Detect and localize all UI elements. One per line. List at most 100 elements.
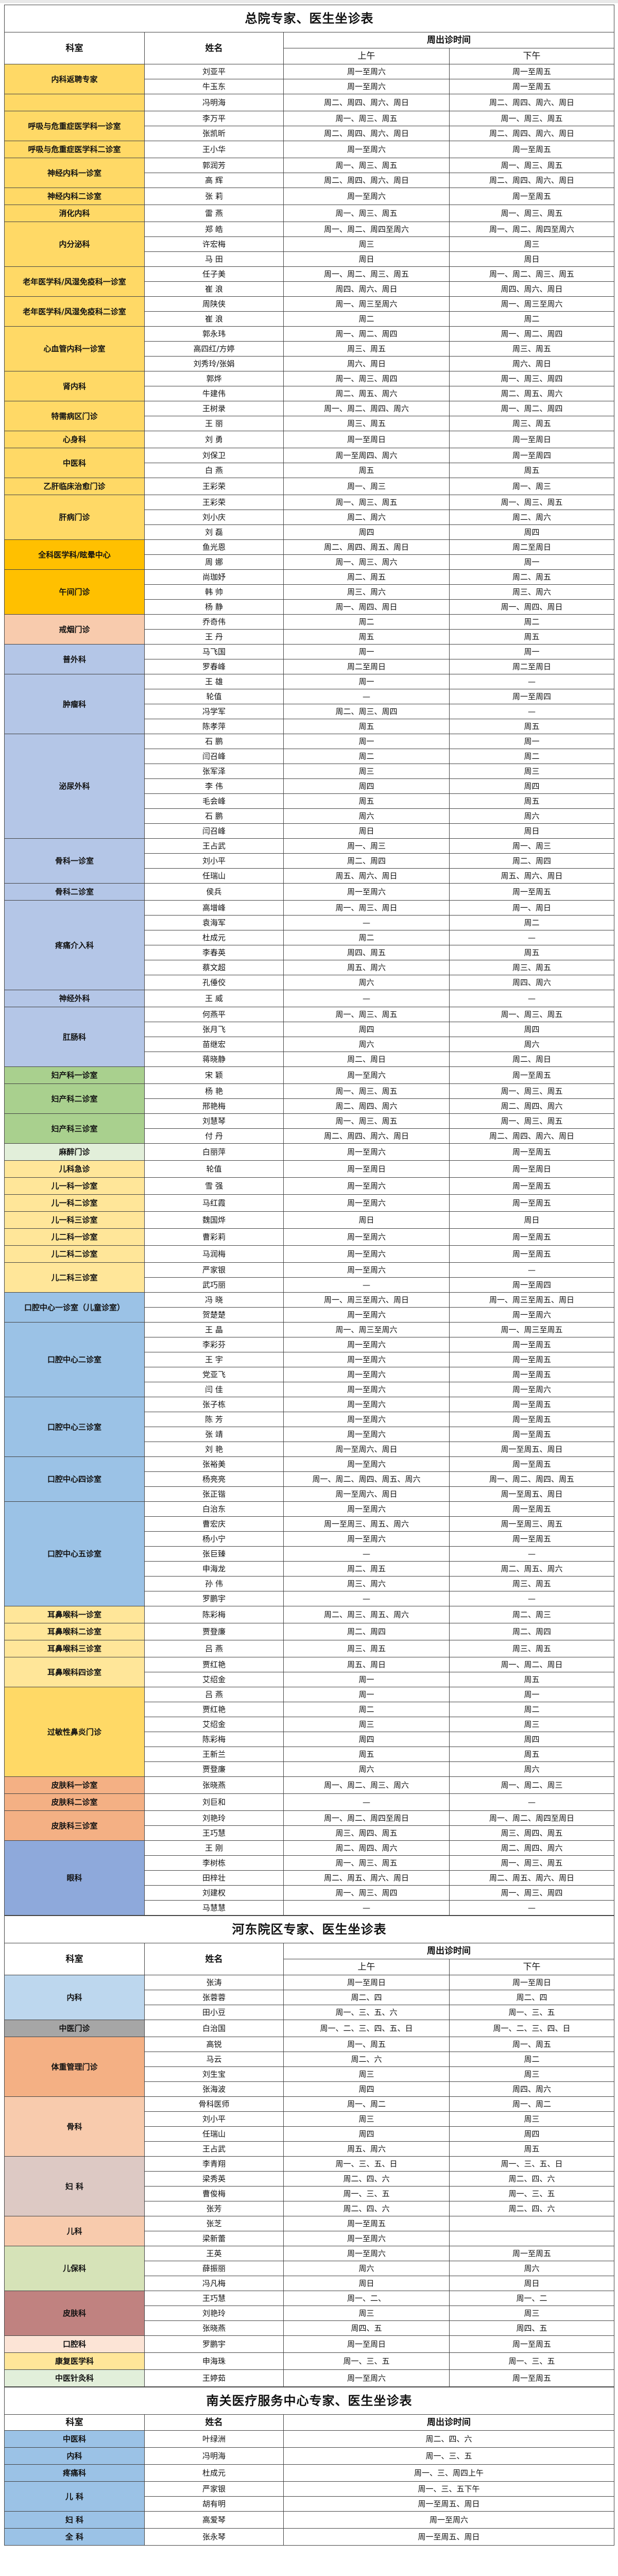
afternoon-schedule: 周四 bbox=[449, 2126, 614, 2142]
afternoon-schedule bbox=[449, 2216, 614, 2231]
table-row: 杨亮亮 周一、周二、周四、周五、周六 周一、周二、周四、周五 bbox=[5, 1471, 614, 1487]
doctor-name: 刘小平 bbox=[144, 853, 284, 869]
afternoon-schedule: 周三 bbox=[449, 2306, 614, 2321]
morning-schedule: 周二、周四 bbox=[283, 853, 450, 869]
afternoon-schedule: 周一、周五 bbox=[449, 2037, 614, 2052]
morning-schedule: 周一、周三、周五 bbox=[283, 1083, 450, 1099]
doctor-name: 牛建伟 bbox=[144, 386, 284, 401]
department-cell: 特需病区门诊 bbox=[4, 401, 145, 431]
afternoon-schedule: 周二、周四 bbox=[449, 853, 614, 869]
afternoon-schedule: 周一至周五 bbox=[449, 141, 614, 158]
afternoon-schedule: 周二 bbox=[449, 749, 614, 764]
table-row: 梁秀英 周二、四、六 周二、四、六 bbox=[5, 2171, 614, 2187]
afternoon-schedule: 周二、周四、周六 bbox=[449, 1098, 614, 1114]
table-row: 老年医学科/风湿免疫科二诊室 周陕侠 周一、周三至周六 周一、周三至周六 bbox=[4, 296, 614, 327]
doctor-name: 冯凡梅 bbox=[144, 2276, 284, 2291]
doctor-name: 杨小宁 bbox=[144, 1531, 284, 1547]
doctor-name: 王 刚 bbox=[144, 1840, 284, 1856]
table-row: 全 科张永琴 周一至周五、周日 bbox=[4, 2528, 614, 2546]
afternoon-schedule: 周一、二、三、四、日 bbox=[449, 2020, 614, 2037]
doctor-name: 王 雄 bbox=[144, 674, 284, 689]
table-row: 耳鼻喉科四诊室 贾红艳 周五、周日 周一、周二、周日 bbox=[4, 1657, 614, 1687]
doctor-name: 轮值 bbox=[144, 1160, 284, 1178]
table-row: 皮肤科二诊室 刘巨和 — — bbox=[4, 1793, 614, 1811]
table-row: 孙 伟周三、周六 周三、周五 bbox=[5, 1576, 614, 1591]
doctor-name: 石 鹏 bbox=[144, 734, 284, 749]
afternoon-schedule: 周二至周日 bbox=[449, 539, 614, 555]
doctor-name: 尚珈妤 bbox=[144, 569, 284, 585]
afternoon-schedule: 周二、周四、周六、周日 bbox=[449, 94, 614, 111]
doctor-name: 王 威 bbox=[144, 990, 284, 1007]
afternoon-schedule: — bbox=[449, 674, 614, 689]
morning-schedule: 周一至周六 bbox=[283, 2231, 450, 2246]
doctor-name: 艾绍金 bbox=[144, 1717, 284, 1732]
afternoon-schedule: 周三、周五 bbox=[449, 1576, 614, 1591]
afternoon-schedule: 周一、周三、周五 bbox=[449, 1113, 614, 1129]
afternoon-schedule: 周四、五 bbox=[449, 2320, 614, 2336]
morning-schedule: 周二、周四 bbox=[283, 1623, 450, 1640]
doctor-name: 梁秀英 bbox=[144, 2171, 284, 2187]
department-cell: 全 科 bbox=[4, 2528, 145, 2546]
afternoon-schedule bbox=[449, 2231, 614, 2246]
doctor-name: 白 燕 bbox=[144, 463, 284, 478]
doctor-name: 冯明海 bbox=[144, 2447, 284, 2465]
header-time: 周出诊时间 bbox=[283, 2414, 614, 2431]
doctor-name: 梁新蕾 bbox=[144, 2231, 284, 2246]
doctor-name: 马飞国 bbox=[144, 644, 284, 659]
morning-schedule: 周一至周六 bbox=[283, 1177, 450, 1195]
afternoon-schedule: 周二 bbox=[449, 1702, 614, 1717]
morning-schedule: 周一至周六 bbox=[283, 1456, 450, 1472]
table-row: 闫召峰 周二 周二 bbox=[5, 749, 614, 764]
department-cell: 口腔科 bbox=[4, 2335, 145, 2353]
department-cell: 妇 科 bbox=[4, 2156, 145, 2216]
table-row: 儿二科一诊室 曹彩莉 周一至周六 周一至周五 bbox=[4, 1228, 614, 1246]
table-row: 罗鹏宇 — — bbox=[5, 1591, 614, 1606]
table-row: 韩 帅周三、周六 周三、周六 bbox=[5, 584, 614, 600]
table-row: 儿二科二诊室 马润梅 周一至周六 周一至周五 bbox=[4, 1245, 614, 1263]
department-cell: 普外科 bbox=[4, 644, 145, 674]
table-row: 泌尿外科石 鹏周一 周一 bbox=[4, 734, 614, 839]
doctor-name: 艾绍金 bbox=[144, 1672, 284, 1687]
afternoon-schedule: — bbox=[449, 930, 614, 945]
doctor-name: 石 鹏 bbox=[144, 808, 284, 824]
morning-schedule: 周一、周三、周四 bbox=[283, 371, 450, 386]
afternoon-schedule: 周一至周四 bbox=[449, 689, 614, 704]
table-row: 疼痛介入科 高增峰 周一、周三、周日 周一、周日 bbox=[4, 900, 614, 990]
morning-schedule: 周一、周二 bbox=[283, 2096, 450, 2112]
doctor-name: 陈 芳 bbox=[144, 1412, 284, 1427]
morning-schedule: 周一、三、五 bbox=[283, 2186, 450, 2201]
header-name: 姓名 bbox=[144, 32, 284, 64]
doctor-name: 高四红/方婷 bbox=[144, 341, 284, 357]
doctor-name: 王英 bbox=[144, 2246, 284, 2261]
doctor-name: 张永琴 bbox=[144, 2528, 284, 2546]
table-row: 呼吸与危重症医学科一诊室 李万平 周一、周三、周五 周一、周三、周五 bbox=[4, 111, 614, 141]
afternoon-schedule: 周一、周二 bbox=[449, 2096, 614, 2112]
table-title: 南关医疗服务中心专家、医生坐诊表 bbox=[4, 2387, 614, 2415]
table-row: 梁新蕾 周一至周六 bbox=[5, 2231, 614, 2246]
doctor-name: 曹宏庆 bbox=[144, 1516, 284, 1532]
department-cell: 儿一科二诊室 bbox=[4, 1194, 145, 1212]
morning-schedule: 周一、周二、周四至周日 bbox=[283, 1810, 450, 1826]
morning-schedule: 周四、周五 bbox=[283, 945, 450, 960]
afternoon-schedule: 周二、周日 bbox=[449, 1052, 614, 1067]
morning-schedule: 周一至周六 bbox=[283, 1352, 450, 1367]
morning-schedule: 周二 bbox=[283, 614, 450, 630]
afternoon-schedule: 周一至周五 bbox=[449, 1066, 614, 1084]
afternoon-schedule: 周三、周五 bbox=[449, 416, 614, 431]
afternoon-schedule: 周日 bbox=[449, 1211, 614, 1229]
table-row: 特需病区门诊 王树录 周一、周二、周四、周六 周一、周二、周四 bbox=[4, 401, 614, 431]
department-cell: 皮肤科三诊室 bbox=[4, 1810, 145, 1841]
morning-schedule: 周一、周三、周五 bbox=[283, 205, 450, 222]
table-row: 呼吸与危重症医学科二诊室 王小华 周一至周六 周一至周五 bbox=[4, 141, 614, 158]
morning-schedule: 周二、周四、周六 bbox=[283, 1840, 450, 1856]
table-row: 张海波 周四 周四、周六 bbox=[5, 2081, 614, 2097]
afternoon-schedule: 周一、周三、周五 bbox=[449, 111, 614, 126]
department-cell: 消化内科 bbox=[4, 205, 145, 222]
morning-schedule: 周一至周六 bbox=[283, 1066, 450, 1084]
table-row: 马云 周二、六 周二 bbox=[5, 2052, 614, 2067]
morning-schedule: 周一、周二、周四、周六 bbox=[283, 401, 450, 416]
doctor-name: 罗鹏宇 bbox=[144, 2335, 284, 2353]
table-row: 田梓壮 周二、周五、周六、周日 周二、周五、周六、周日 bbox=[5, 1870, 614, 1886]
doctor-name: 贺楚楚 bbox=[144, 1307, 284, 1323]
table-row: 张月飞 周四 周四 bbox=[5, 1022, 614, 1037]
